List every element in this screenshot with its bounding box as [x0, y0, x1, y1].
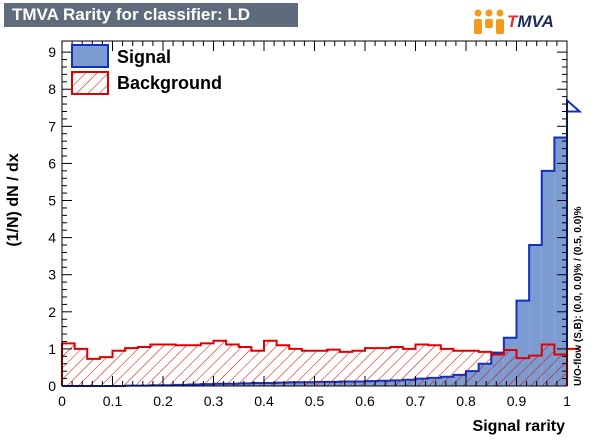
background-bin [276, 345, 290, 386]
background-bin [529, 355, 542, 386]
background-bin [428, 345, 441, 386]
y-tick-label: 5 [48, 193, 56, 209]
background-bin [402, 348, 416, 386]
background-bin [62, 343, 75, 386]
y-tick-label: 1 [48, 341, 56, 357]
background-bin [516, 358, 530, 386]
x-tick-label: 0.2 [153, 393, 173, 409]
y-tick-label: 4 [48, 230, 56, 246]
y-tick-label: 6 [48, 155, 56, 171]
chart-title: TMVA Rarity for classifier: LD [4, 3, 298, 27]
signal-bin [529, 245, 542, 386]
background-bin [301, 350, 315, 386]
background-bin [554, 354, 567, 386]
background-bin [137, 347, 151, 386]
y-tick-label: 2 [48, 304, 56, 320]
background-bin [289, 348, 302, 386]
tmva-logo-icon [474, 9, 504, 34]
background-bin [390, 347, 403, 386]
background-bin [213, 340, 227, 386]
background-bin [478, 351, 492, 386]
signal-outline [62, 98, 583, 387]
x-tick-label: 0.9 [507, 393, 527, 409]
background-bin [365, 348, 378, 386]
background-bin [314, 350, 328, 386]
background-bin [339, 351, 353, 386]
background-bin [453, 350, 466, 386]
overflow-label: U/O-flow (S,B): (0.0, 0.0)% / (0.5, 0.0)… [573, 206, 584, 386]
x-tick-label: 0 [58, 393, 66, 409]
x-axis-title: Signal rarity [473, 418, 566, 435]
background-bin [163, 344, 176, 386]
background-bin [377, 348, 391, 386]
legend-signal-label: Signal [117, 47, 171, 67]
x-tick-label: 0.6 [355, 393, 375, 409]
y-tick-label: 0 [48, 378, 56, 394]
y-tick-label: 8 [48, 81, 56, 97]
background-bin [226, 344, 239, 386]
legend-background-label: Background [117, 73, 222, 93]
signal-histogram [62, 98, 583, 387]
y-axis-title: (1/N) dN / dx [5, 153, 22, 246]
logo-letter-t: T [507, 12, 518, 31]
background-histogram [61, 339, 580, 386]
x-tick-label: 0.8 [456, 393, 476, 409]
y-tick-label: 7 [48, 118, 56, 134]
y-tick-label: 9 [48, 44, 56, 60]
x-tick-label: 0.3 [204, 393, 224, 409]
background-bin [150, 344, 163, 386]
x-tick-label: 0.7 [406, 393, 426, 409]
background-bin [466, 350, 479, 386]
signal-bin [554, 137, 567, 386]
legend-background-swatch [71, 71, 109, 95]
background-bin [188, 345, 201, 386]
background-bin [175, 345, 189, 386]
background-bin [238, 347, 252, 386]
background-bin [125, 348, 138, 386]
legend: Signal Background [71, 44, 222, 95]
background-bin [87, 358, 100, 386]
x-tick-label: 0.1 [103, 393, 123, 409]
logo-text: TMVA [507, 12, 554, 32]
background-bin [415, 344, 429, 386]
y-tick-label: 3 [48, 267, 56, 283]
background-bin [352, 350, 365, 386]
background-bin [200, 343, 214, 386]
background-bin [112, 350, 126, 386]
background-outline [61, 339, 580, 386]
background-bin [327, 349, 340, 386]
background-bin [491, 354, 504, 386]
logo-letters-mva: MVA [517, 12, 554, 31]
x-tick-label: 0.4 [254, 393, 274, 409]
background-bin [74, 348, 88, 386]
x-tick-label: 0.5 [305, 393, 325, 409]
background-bin [251, 350, 264, 386]
background-bin [440, 348, 454, 386]
background-bin [99, 357, 113, 386]
signal-bin [541, 170, 555, 386]
x-tick-label: 1 [563, 393, 571, 409]
background-bin [264, 340, 277, 386]
background-bin [541, 344, 555, 386]
legend-signal-swatch [71, 44, 109, 68]
background-bin [503, 350, 517, 386]
